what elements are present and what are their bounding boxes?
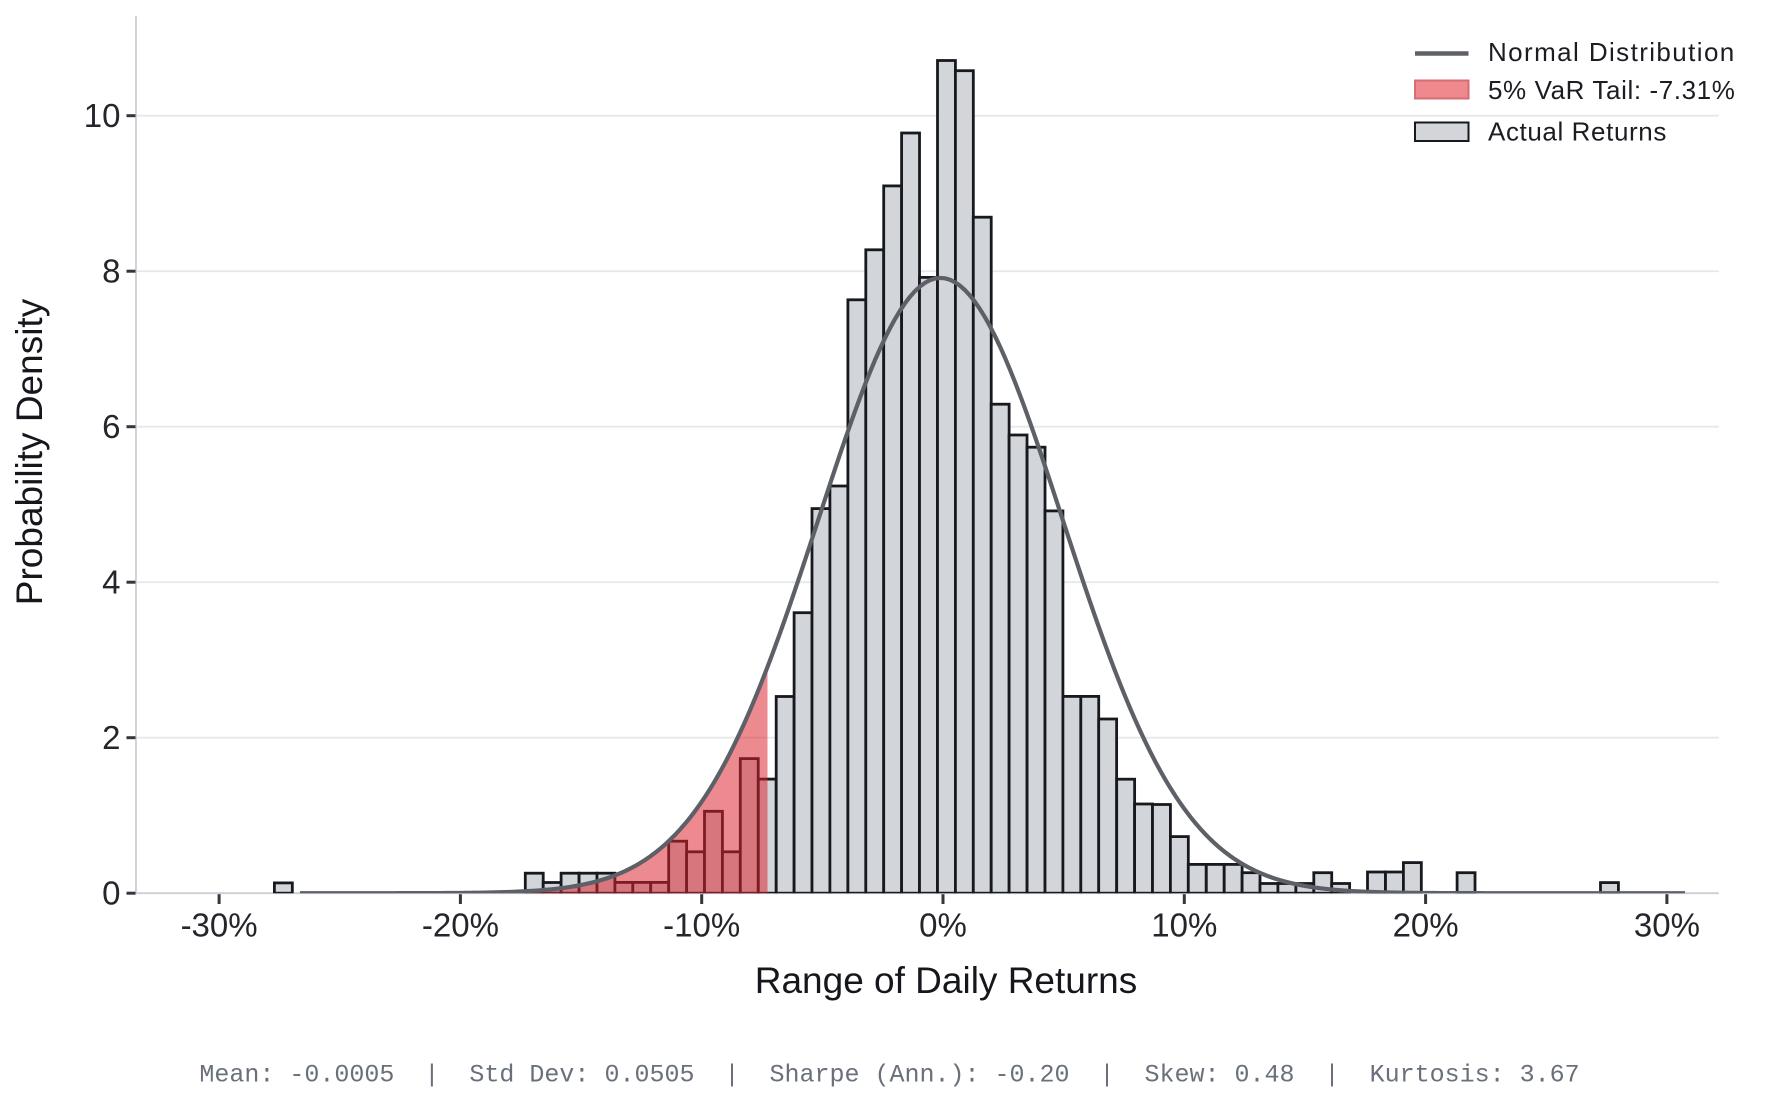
svg-text:10: 10 (84, 97, 121, 134)
svg-text:10%: 10% (1151, 907, 1217, 944)
svg-text:6: 6 (102, 408, 120, 445)
svg-text:Probability Density: Probability Density (9, 298, 50, 605)
svg-text:5% VaR Tail: -7.31%: 5% VaR Tail: -7.31% (1488, 75, 1735, 105)
svg-text:8: 8 (102, 253, 120, 290)
svg-text:20%: 20% (1393, 907, 1459, 944)
svg-text:Normal Distribution: Normal Distribution (1488, 37, 1736, 67)
svg-text:Actual Returns: Actual Returns (1488, 117, 1667, 147)
svg-text:Mean: -0.0005 | Std Dev: 0.0: Mean: -0.0005 | Std Dev: 0.0505 | Sharpe… (199, 1061, 1579, 1090)
svg-text:Range of Daily Returns: Range of Daily Returns (755, 960, 1138, 1001)
svg-text:-30%: -30% (181, 907, 258, 944)
svg-text:30%: 30% (1634, 907, 1700, 944)
svg-text:4: 4 (102, 564, 120, 601)
svg-text:-10%: -10% (663, 907, 740, 944)
svg-text:-20%: -20% (422, 907, 499, 944)
svg-text:2: 2 (102, 719, 120, 756)
svg-text:0%: 0% (919, 907, 967, 944)
svg-text:0: 0 (102, 875, 120, 912)
